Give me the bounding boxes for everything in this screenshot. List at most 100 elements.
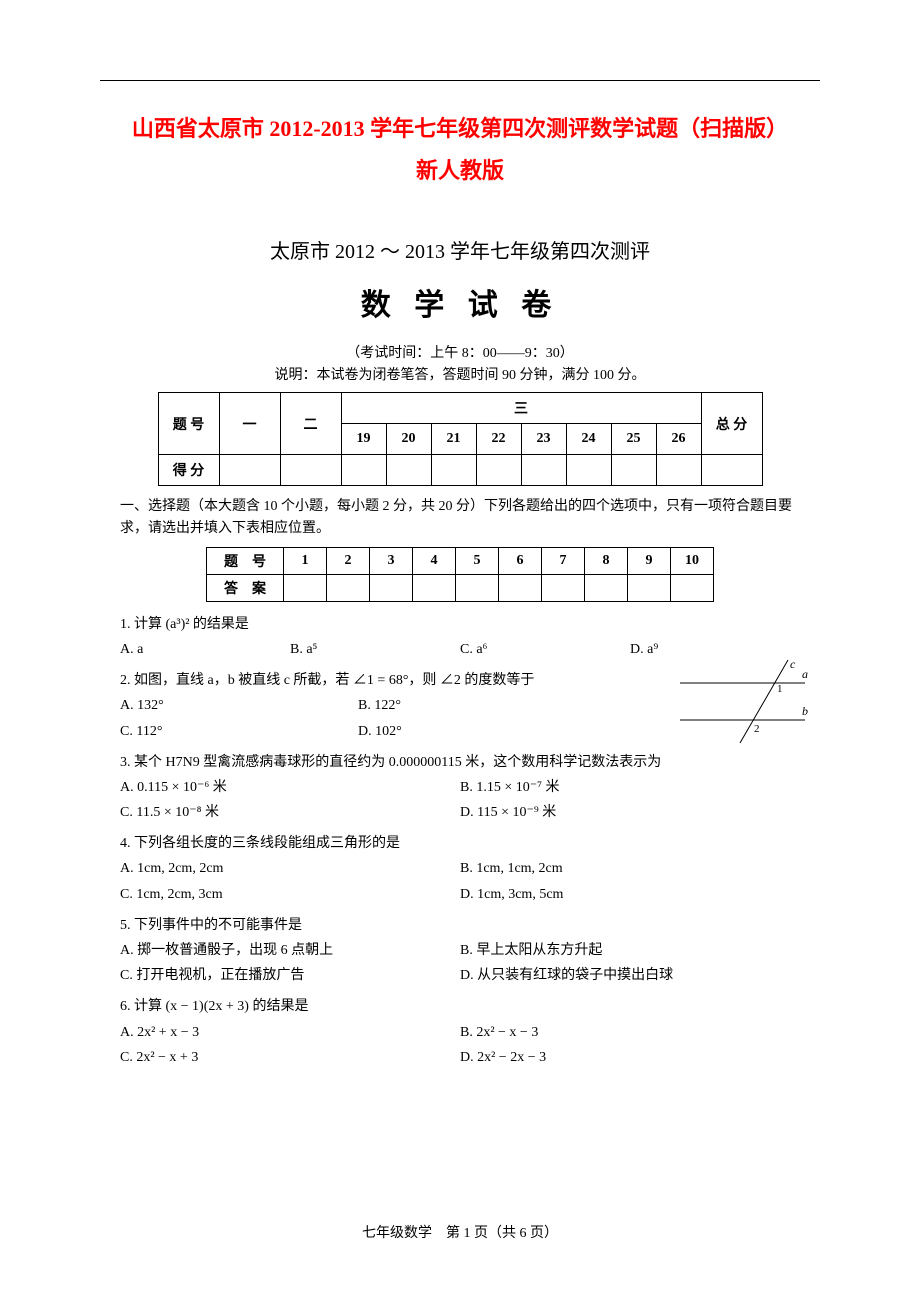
question-2: 2. 如图，直线 a，b 被直线 c 所截，若 ∠1 = 68°，则 ∠2 的度…: [120, 668, 800, 744]
label-b: b: [802, 704, 808, 718]
question-6: 6. 计算 (x − 1)(2x + 3) 的结果是 A. 2x² + x − …: [120, 994, 800, 1070]
ans-cell: [284, 574, 327, 601]
score-col-2: 二: [280, 393, 341, 455]
figure-q2: a b c 1 2: [670, 658, 810, 748]
score-col-3: 三: [341, 393, 701, 424]
score-cell: [566, 455, 611, 486]
score-cell: [521, 455, 566, 486]
option: A. a: [120, 637, 290, 662]
question-stem: 4. 下列各组长度的三条线段能组成三角形的是: [120, 831, 800, 856]
ans-col: 9: [628, 547, 671, 574]
option: C. 2x² − x + 3: [120, 1045, 460, 1070]
label-angle2: 2: [754, 723, 760, 735]
table-row: 题 号 1 2 3 4 5 6 7 8 9 10: [207, 547, 714, 574]
score-sub: 26: [656, 424, 701, 455]
question-1: 1. 计算 (a³)² 的结果是 A. a B. a⁵ C. a⁶ D. a⁹: [120, 612, 800, 662]
top-rule: [100, 80, 820, 81]
score-cell: [386, 455, 431, 486]
option: A. 1cm, 2cm, 2cm: [120, 856, 460, 881]
ans-cell: [370, 574, 413, 601]
ans-cell: [585, 574, 628, 601]
score-sub: 23: [521, 424, 566, 455]
option: C. 11.5 × 10⁻⁸ 米: [120, 800, 460, 825]
line-c: [740, 660, 788, 743]
score-cell: [431, 455, 476, 486]
score-cell: [219, 455, 280, 486]
answer-table: 题 号 1 2 3 4 5 6 7 8 9 10 答 案: [206, 547, 714, 602]
option: D. 102°: [358, 719, 596, 744]
exam-time: （考试时间：上午 8：00——9：30）: [100, 342, 820, 362]
question-3: 3. 某个 H7N9 型禽流感病毒球形的直径约为 0.000000115 米，这…: [120, 750, 800, 826]
ans-col: 1: [284, 547, 327, 574]
page: 山西省太原市 2012-2013 学年七年级第四次测评数学试题（扫描版） 新人教…: [0, 0, 920, 1302]
exam-note: 说明：本试卷为闭卷笔答，答题时间 90 分钟，满分 100 分。: [100, 364, 820, 384]
label-c: c: [790, 658, 796, 671]
question-5: 5. 下列事件中的不可能事件是 A. 掷一枚普通骰子，出现 6 点朝上 B. 早…: [120, 913, 800, 989]
option: A. 2x² + x − 3: [120, 1020, 460, 1045]
question-options: A. 0.115 × 10⁻⁶ 米 B. 1.15 × 10⁻⁷ 米 C. 11…: [120, 775, 800, 825]
option: B. 1.15 × 10⁻⁷ 米: [460, 775, 800, 800]
score-col-total: 总 分: [701, 393, 762, 455]
option: B. 1cm, 1cm, 2cm: [460, 856, 800, 881]
ans-col: 10: [671, 547, 714, 574]
ans-label-ans: 答 案: [207, 574, 284, 601]
red-title: 山西省太原市 2012-2013 学年七年级第四次测评数学试题（扫描版）: [100, 111, 820, 143]
question-stem: 6. 计算 (x − 1)(2x + 3) 的结果是: [120, 994, 800, 1019]
score-sub: 19: [341, 424, 386, 455]
option: D. 从只装有红球的袋子中摸出白球: [460, 963, 800, 988]
score-col-1: 一: [219, 393, 280, 455]
option: D. 1cm, 3cm, 5cm: [460, 882, 800, 907]
score-sub: 20: [386, 424, 431, 455]
ans-col: 4: [413, 547, 456, 574]
option: B. 2x² − x − 3: [460, 1020, 800, 1045]
question-4: 4. 下列各组长度的三条线段能组成三角形的是 A. 1cm, 2cm, 2cm …: [120, 831, 800, 907]
option: B. 122°: [358, 693, 596, 718]
ans-cell: [671, 574, 714, 601]
score-label-qnum: 题 号: [158, 393, 219, 455]
ans-cell: [542, 574, 585, 601]
table-row: 答 案: [207, 574, 714, 601]
score-cell: [341, 455, 386, 486]
ans-col: 2: [327, 547, 370, 574]
score-sub: 21: [431, 424, 476, 455]
label-a: a: [802, 667, 808, 681]
ans-cell: [456, 574, 499, 601]
score-cell: [280, 455, 341, 486]
ans-label-qnum: 题 号: [207, 547, 284, 574]
ans-col: 8: [585, 547, 628, 574]
question-stem: 5. 下列事件中的不可能事件是: [120, 913, 800, 938]
option: C. a⁶: [460, 637, 630, 662]
table-row: 题 号 一 二 三 总 分: [158, 393, 762, 424]
table-row: 得 分: [158, 455, 762, 486]
ans-col: 6: [499, 547, 542, 574]
option: B. 早上太阳从东方升起: [460, 938, 800, 963]
label-angle1: 1: [777, 683, 783, 695]
score-sub: 22: [476, 424, 521, 455]
ans-col: 3: [370, 547, 413, 574]
ans-col: 7: [542, 547, 585, 574]
paper-title: 数 学 试 卷: [100, 280, 820, 324]
question-stem: 3. 某个 H7N9 型禽流感病毒球形的直径约为 0.000000115 米，这…: [120, 750, 800, 775]
question-stem: 1. 计算 (a³)² 的结果是: [120, 612, 800, 637]
score-cell: [476, 455, 521, 486]
option: C. 1cm, 2cm, 3cm: [120, 882, 460, 907]
question-options: A. 掷一枚普通骰子，出现 6 点朝上 B. 早上太阳从东方升起 C. 打开电视…: [120, 938, 800, 988]
option: C. 112°: [120, 719, 358, 744]
score-cell: [701, 455, 762, 486]
option: A. 0.115 × 10⁻⁶ 米: [120, 775, 460, 800]
section1-desc: 一、选择题（本大题含 10 个小题，每小题 2 分，共 20 分）下列各题给出的…: [120, 496, 800, 541]
option: A. 掷一枚普通骰子，出现 6 点朝上: [120, 938, 460, 963]
page-footer: 七年级数学 第 1 页（共 6 页）: [0, 1222, 920, 1242]
question-options: A. 1cm, 2cm, 2cm B. 1cm, 1cm, 2cm C. 1cm…: [120, 856, 800, 906]
option: D. 2x² − 2x − 3: [460, 1045, 800, 1070]
option: C. 打开电视机，正在播放广告: [120, 963, 460, 988]
score-cell: [656, 455, 701, 486]
question-options: A. 132° B. 122° C. 112° D. 102°: [120, 693, 596, 743]
ans-cell: [628, 574, 671, 601]
ans-col: 5: [456, 547, 499, 574]
score-sub: 24: [566, 424, 611, 455]
option: A. 132°: [120, 693, 358, 718]
option: D. 115 × 10⁻⁹ 米: [460, 800, 800, 825]
score-table: 题 号 一 二 三 总 分 19 20 21 22 23 24 25 26 得 …: [158, 392, 763, 486]
question-options: A. 2x² + x − 3 B. 2x² − x − 3 C. 2x² − x…: [120, 1020, 800, 1070]
